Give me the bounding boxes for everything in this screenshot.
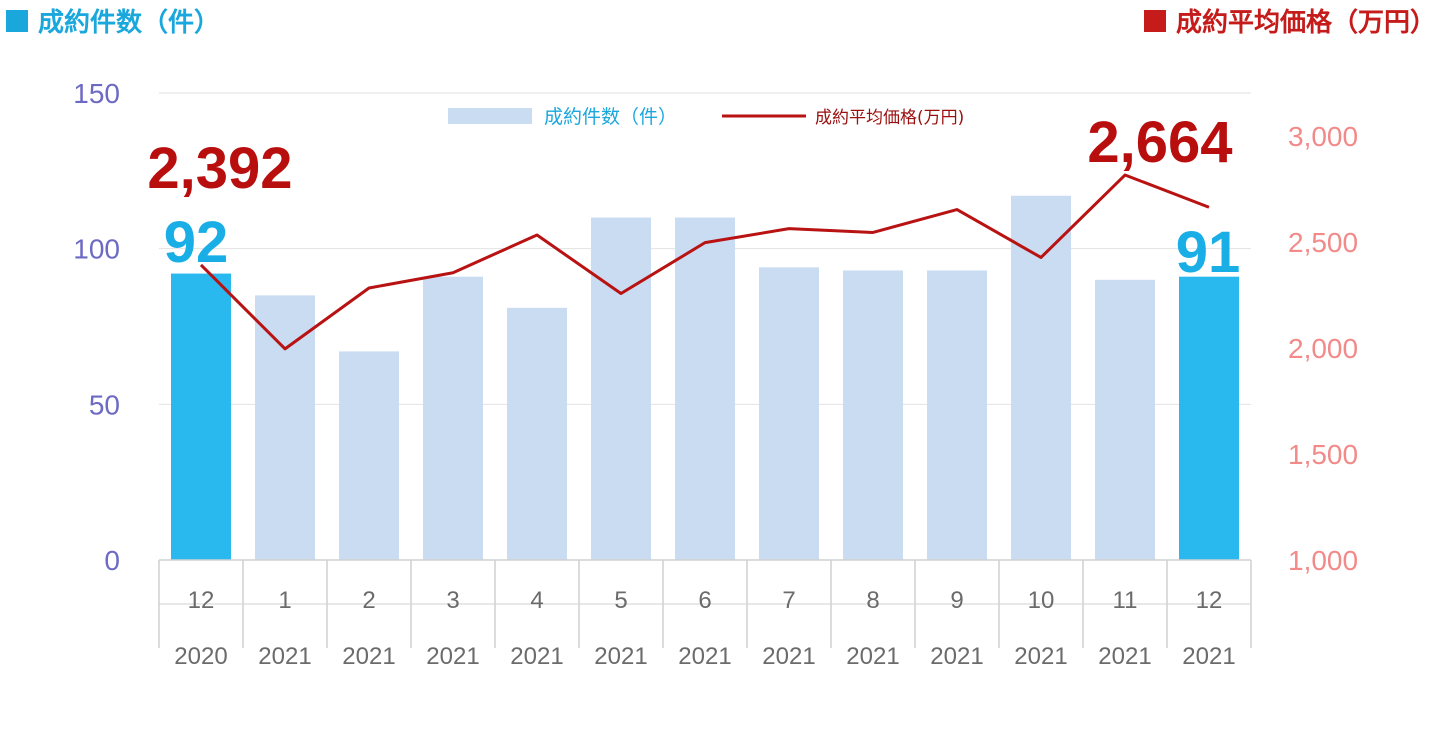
- legend-label-line: 成約平均価格(万円): [815, 108, 964, 128]
- right-tick-label: 1,500: [1288, 439, 1358, 470]
- bar: [759, 267, 819, 560]
- data-label-count: 91: [1176, 220, 1241, 285]
- x-tick-label-month: 4: [530, 587, 543, 614]
- x-tick-label-month: 11: [1113, 587, 1138, 614]
- x-tick-label-year: 2021: [426, 643, 479, 670]
- x-tick-label-year: 2021: [930, 643, 983, 670]
- bar: [423, 276, 483, 560]
- right-axis-title-text: 成約平均価格（万円）: [1175, 8, 1436, 38]
- x-tick-label-month: 9: [950, 587, 963, 614]
- x-tick-label-month: 12: [188, 587, 215, 614]
- data-label-count: 92: [164, 210, 229, 275]
- x-tick-label-year: 2021: [258, 643, 311, 670]
- left-tick-label: 100: [73, 234, 120, 265]
- right-tick-label: 2,000: [1288, 333, 1358, 364]
- red-square-icon: [1143, 9, 1166, 32]
- x-tick-label-month: 8: [866, 587, 879, 614]
- bar: [1011, 195, 1071, 561]
- x-tick-label-month: 1: [278, 587, 291, 614]
- x-tick-label-year: 2021: [594, 643, 647, 670]
- x-tick-label-year: 2021: [1014, 643, 1067, 670]
- bar: [1095, 279, 1155, 560]
- x-tick-label-month: 12: [1196, 587, 1223, 614]
- x-tick-label-year: 2021: [846, 643, 899, 670]
- bar: [1179, 276, 1239, 560]
- right-axis-title: 成約平均価格（万円）: [1143, 2, 1436, 39]
- bar: [591, 217, 651, 561]
- x-tick-label-month: 6: [698, 587, 711, 614]
- left-tick-label: 0: [104, 545, 120, 576]
- bar: [675, 217, 735, 561]
- x-tick-label-month: 3: [446, 587, 459, 614]
- x-tick-label-year: 2021: [762, 643, 815, 670]
- data-label-price: 2,664: [1087, 110, 1232, 175]
- price-line: [199, 173, 1210, 351]
- right-tick-label: 1,000: [1288, 545, 1358, 576]
- bar: [171, 273, 231, 560]
- legend-swatch-bars: [448, 108, 532, 124]
- x-tick-label-month: 5: [614, 587, 627, 614]
- bar: [843, 270, 903, 560]
- bar: [507, 307, 567, 560]
- x-tick-label-year: 2021: [510, 643, 563, 670]
- x-tick-label-month: 2: [362, 587, 375, 614]
- left-tick-label: 50: [89, 389, 120, 420]
- left-axis-title-text: 成約件数（件）: [38, 8, 221, 38]
- x-tick-label-year: 2021: [678, 643, 731, 670]
- right-tick-label: 3,000: [1288, 121, 1358, 152]
- legend-label-bars: 成約件数（件）: [544, 106, 677, 128]
- right-tick-label: 2,500: [1288, 227, 1358, 258]
- x-tick-label-year: 2021: [1182, 643, 1235, 670]
- left-axis-title: 成約件数（件）: [6, 2, 220, 39]
- bar: [255, 295, 315, 560]
- blue-square-icon: [6, 9, 28, 32]
- data-label-price: 2,392: [147, 136, 292, 201]
- bar: [339, 351, 399, 560]
- left-tick-label: 150: [73, 78, 120, 109]
- bar: [927, 270, 987, 560]
- x-tick-label-year: 2021: [342, 643, 395, 670]
- x-tick-label-year: 2021: [1098, 643, 1151, 670]
- x-tick-label-month: 10: [1028, 587, 1055, 614]
- x-tick-label-month: 7: [782, 587, 795, 614]
- x-tick-label-year: 2020: [174, 643, 227, 670]
